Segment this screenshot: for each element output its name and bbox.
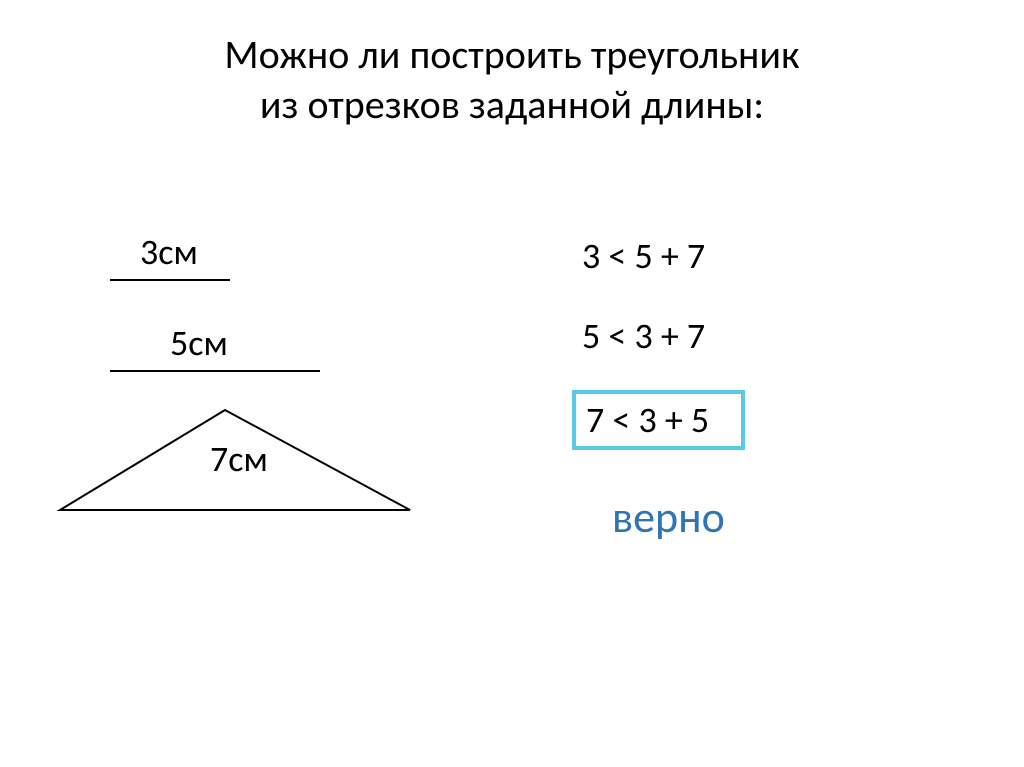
segment-1: 3см (110, 230, 512, 281)
result-text: верно (572, 475, 1024, 544)
segment-2-label: 5см (110, 321, 512, 365)
segment-2-line (110, 370, 320, 372)
segments-panel: 3см 5см 7см (0, 230, 512, 544)
inequality-3-highlighted: 7 < 3 + 5 (572, 390, 745, 450)
triangle-group: 7см (110, 402, 512, 527)
segment-2: 5см (110, 321, 512, 372)
title-line-1: Можно ли построить треугольник (224, 30, 799, 79)
segment-1-label: 3см (110, 230, 512, 274)
title-line-2: из отрезков заданной длины: (260, 80, 764, 129)
inequalities-panel: 3 < 5 + 7 5 < 3 + 7 7 < 3 + 5 верно (512, 230, 1024, 544)
segment-3-label: 7см (210, 437, 268, 481)
slide-title: Можно ли построить треугольник из отрезк… (0, 0, 1024, 130)
content-area: 3см 5см 7см 3 < 5 + 7 5 < 3 + 7 7 < 3 + … (0, 130, 1024, 544)
segment-1-line (110, 279, 230, 281)
inequality-2: 5 < 3 + 7 (572, 310, 1024, 362)
inequality-1: 3 < 5 + 7 (572, 230, 1024, 282)
